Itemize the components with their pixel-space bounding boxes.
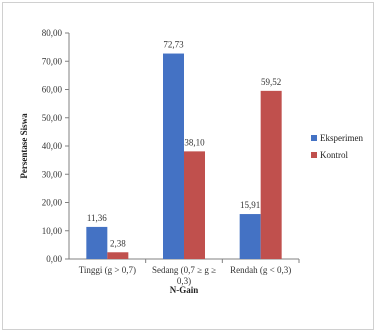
y-tick-label: 30,00 (42, 169, 63, 179)
legend-label: Kontrol (320, 150, 348, 160)
legend-swatch-eksperimen (311, 135, 317, 141)
x-tick-label: 0,3) (177, 276, 191, 286)
plot-area: 0,00 10,00 20,00 30,00 40,00 50,00 60,00 70,00 8… (19, 28, 363, 295)
y-tick-label: 0,00 (46, 254, 62, 264)
bar-chart: 0,00 10,00 20,00 30,00 40,00 50,00 60,00 70,00 8… (19, 28, 363, 295)
data-label: 59,52 (261, 77, 281, 87)
bar-kontrol (107, 252, 129, 259)
y-tick-label: 20,00 (42, 198, 63, 208)
x-tick-label: Tinggi (g > 0,7) (79, 265, 136, 275)
y-tick-label: 70,00 (42, 56, 63, 66)
legend-label: Eksperimen (320, 133, 363, 143)
x-axis-title: N-Gain (170, 285, 199, 295)
data-label: 2,38 (110, 238, 126, 248)
legend-swatch-kontrol (311, 152, 317, 158)
chart-frame: 0,00 10,00 20,00 30,00 40,00 50,00 60,00 70,00 8… (2, 2, 374, 330)
bar-kontrol (184, 151, 205, 259)
y-tick-label: 10,00 (42, 226, 63, 236)
bar-eksperimen (163, 53, 184, 259)
y-axis-title: Persentase Siswa (19, 113, 29, 179)
bar-kontrol (260, 90, 282, 259)
y-tick-label: 80,00 (42, 28, 63, 38)
y-tick-label: 60,00 (42, 85, 63, 95)
bar-eksperimen (86, 226, 108, 259)
data-label: 38,10 (184, 137, 205, 147)
y-tick-label: 50,00 (42, 113, 63, 123)
x-tick-label: Sedang (0,7 ≥ g ≥ (152, 265, 216, 275)
bar-eksperimen (239, 214, 261, 259)
data-label: 72,73 (163, 40, 184, 50)
y-tick-label: 40,00 (42, 141, 63, 151)
data-label: 11,36 (87, 213, 107, 223)
x-tick-label: Rendah (g < 0,3) (230, 265, 291, 275)
data-label: 15,91 (240, 200, 260, 210)
